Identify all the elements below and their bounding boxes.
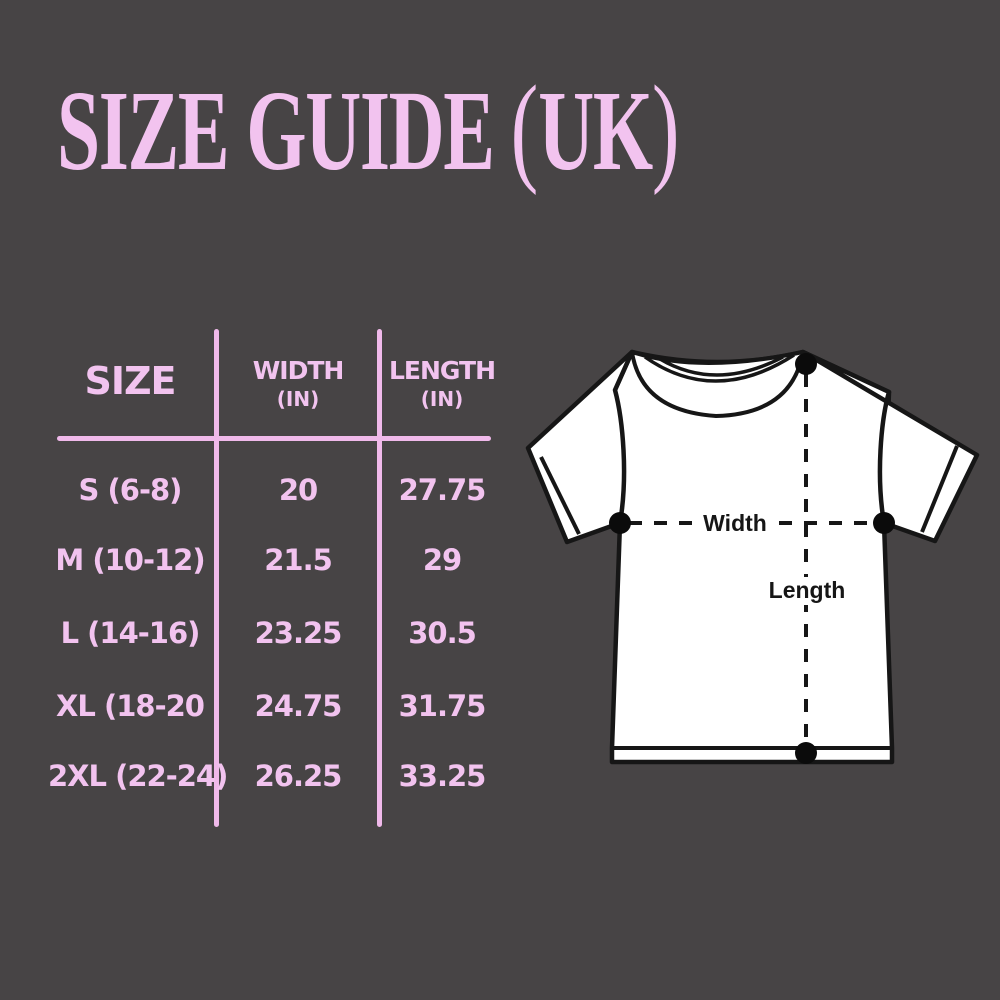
width-value-l: 23.25 <box>254 616 343 650</box>
column-header-length-label: LENGTH <box>389 356 496 385</box>
length-value-m: 29 <box>422 543 462 577</box>
size-label-m: M (10-12) <box>55 543 205 577</box>
column-header-width: WIDTH (IN) <box>221 356 375 414</box>
table-divider-horizontal <box>57 436 491 441</box>
page-title-region: UK <box>538 67 653 194</box>
size-label-s: S (6-8) <box>78 473 183 507</box>
measure-dot-right-underarm <box>873 512 895 534</box>
width-value-2xl: 26.25 <box>254 759 343 793</box>
column-header-size: SIZE <box>84 359 176 403</box>
width-label-mask <box>698 508 772 538</box>
title-paren-close: ) <box>651 61 680 196</box>
right-cuff-seam <box>920 445 959 533</box>
column-header-length: LENGTH (IN) <box>383 356 501 414</box>
width-label: Width <box>703 510 767 536</box>
measure-dot-left-underarm <box>609 512 631 534</box>
measure-dot-hem <box>795 742 817 764</box>
measure-dot-shoulder <box>795 353 817 375</box>
column-header-width-unit: (IN) <box>276 387 320 411</box>
tshirt-body <box>609 349 895 765</box>
table-divider-vertical-2 <box>377 329 382 827</box>
length-value-xl: 31.75 <box>398 689 487 723</box>
length-label-mask <box>772 577 842 605</box>
page-title: SIZE GUIDE (UK) <box>57 68 679 190</box>
tshirt-diagram: Width Length <box>525 349 980 765</box>
left-cuff-seam <box>539 456 581 535</box>
collar-rib-arc-outer <box>643 353 795 383</box>
length-value-l: 30.5 <box>408 616 477 650</box>
length-value-s: 27.75 <box>398 473 487 507</box>
column-header-length-unit: (IN) <box>420 387 464 411</box>
size-label-2xl: 2XL (22-24) <box>48 759 228 793</box>
width-value-m: 21.5 <box>264 543 333 577</box>
title-paren-open: ( <box>510 61 539 196</box>
length-value-2xl: 33.25 <box>398 759 487 793</box>
size-label-xl: XL (18-20 <box>56 689 205 723</box>
size-label-l: L (14-16) <box>60 616 201 650</box>
collar-rib-arc-inner <box>659 355 784 377</box>
width-value-xl: 24.75 <box>254 689 343 723</box>
column-header-width-label: WIDTH <box>252 356 345 385</box>
width-value-s: 20 <box>278 473 318 507</box>
length-label: Length <box>769 577 846 603</box>
table-divider-vertical-1 <box>214 329 219 827</box>
page-title-main: SIZE GUIDE <box>57 67 495 194</box>
